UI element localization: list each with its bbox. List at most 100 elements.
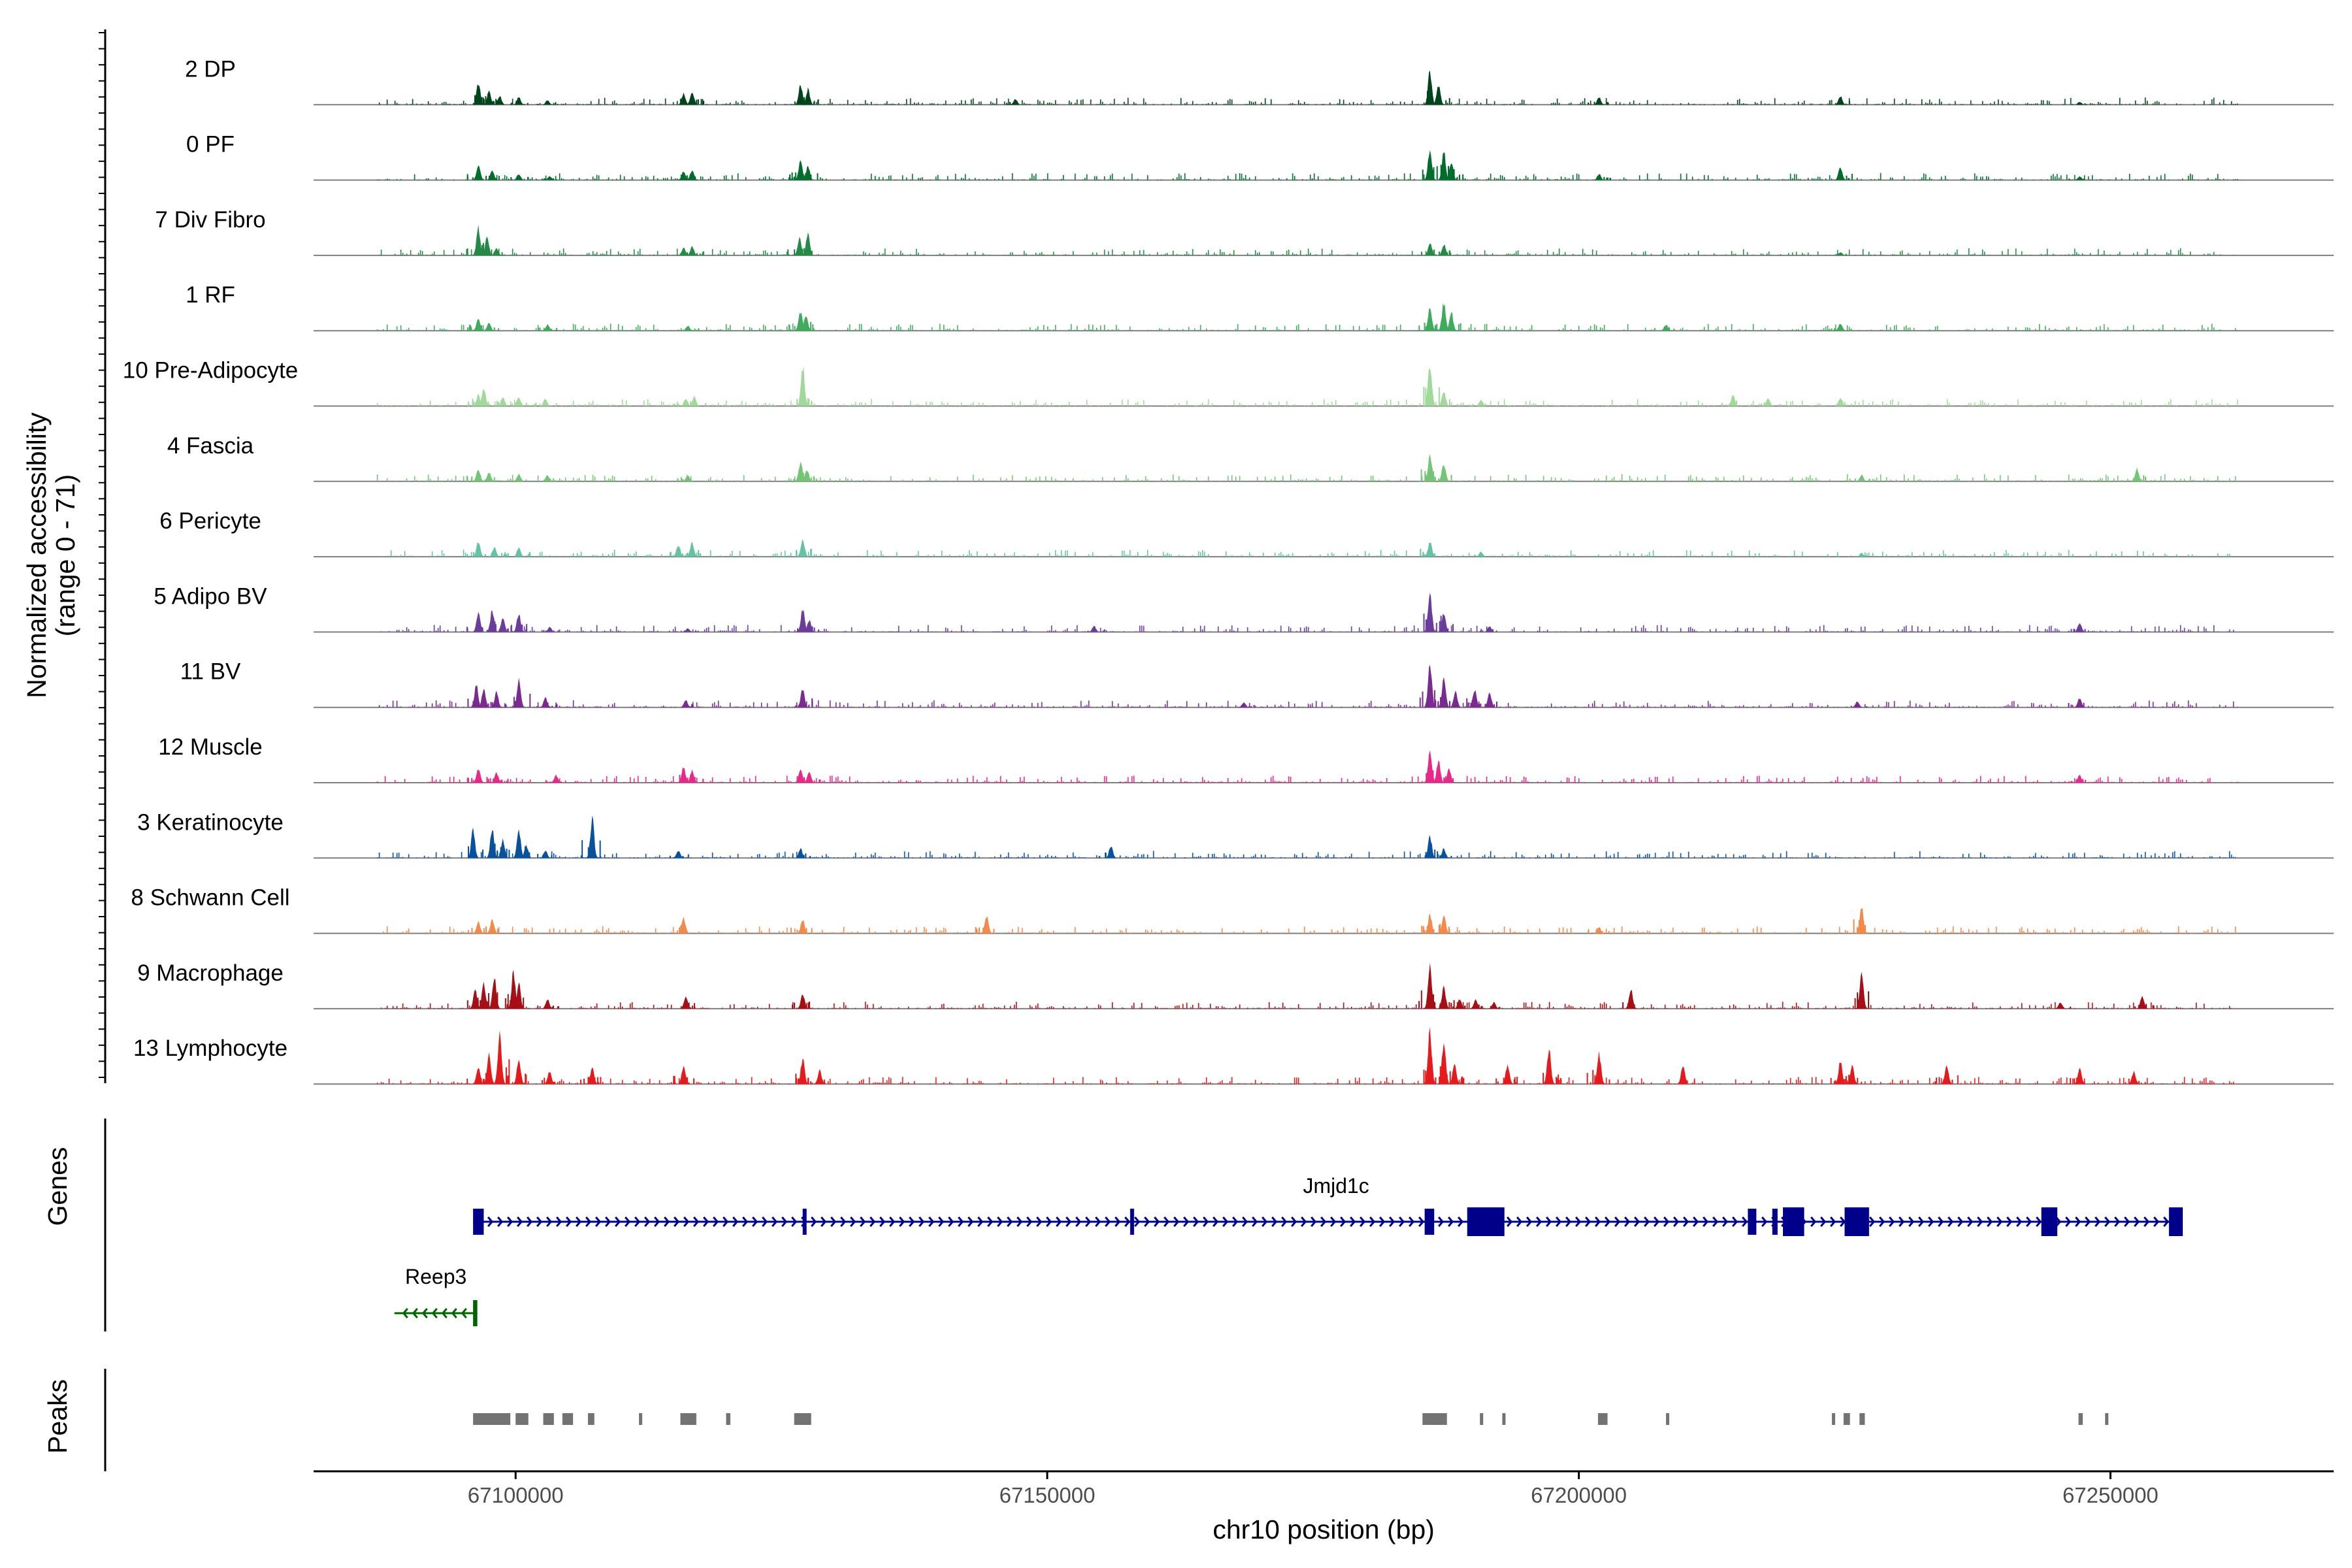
signal-peak	[679, 92, 704, 105]
peak-shape	[802, 165, 814, 180]
gene-reep3: Reep3	[394, 1265, 478, 1326]
track-label: 2 DP	[185, 56, 236, 82]
signal-peak	[581, 815, 601, 858]
gene-jmjd1c: Jmjd1c	[473, 1174, 2183, 1236]
peak-region	[1666, 1413, 1669, 1425]
accessibility-axis	[99, 29, 106, 1083]
peak-shape	[488, 547, 500, 557]
track-6-pericyte: 6 Pericyte	[159, 508, 2334, 558]
peak-shape	[2128, 1070, 2140, 1085]
signal-peak	[2071, 102, 2086, 105]
track-10-pre-adipocyte: 10 Pre-Adipocyte	[123, 358, 2334, 407]
x-tick-label: 67150000	[999, 1483, 1095, 1507]
x-tick-label: 67250000	[2063, 1483, 2159, 1507]
peak-shape	[679, 700, 692, 708]
signal-peak	[1828, 323, 1852, 331]
peak-shape	[2074, 1068, 2086, 1085]
peak-shape	[486, 170, 498, 180]
signal-peak	[1829, 96, 1850, 105]
track-label: 6 Pericyte	[159, 508, 261, 534]
exon	[1783, 1207, 1805, 1236]
peak-shape	[1593, 1051, 1605, 1085]
signal-peak	[669, 851, 689, 858]
signal-peak	[472, 84, 489, 105]
peak-shape	[497, 397, 509, 406]
signal-peak	[507, 547, 531, 557]
track-noise	[376, 323, 2238, 331]
peak-region	[473, 1413, 511, 1425]
peak-shape	[681, 476, 694, 482]
peak-shape	[981, 916, 993, 934]
signal-peak	[487, 1030, 510, 1085]
peak-shape	[544, 1071, 556, 1085]
peak-shape	[672, 546, 685, 557]
track-noise	[376, 474, 2236, 482]
peak-region	[515, 1413, 529, 1425]
peak-shape	[539, 851, 551, 858]
peak-shape	[1469, 999, 1482, 1009]
signal-peak	[2071, 774, 2086, 783]
signal-peak	[466, 542, 486, 557]
peak-shape	[2131, 467, 2143, 482]
peak-shape	[796, 920, 809, 934]
signal-peak	[513, 615, 528, 632]
signal-peak	[467, 921, 485, 934]
signal-peak	[1834, 167, 1853, 180]
track-label: 4 Fascia	[167, 433, 254, 459]
peak-region	[543, 1413, 554, 1425]
peak-shape	[1424, 664, 1436, 708]
track-13-lymphocyte: 13 Lymphocyte	[133, 1026, 2334, 1085]
signal-peak	[1622, 990, 1637, 1009]
peak-shape	[678, 247, 690, 255]
track-label: 3 Keratinocyte	[137, 809, 284, 835]
signal-peak	[472, 389, 490, 406]
signal-peak	[1437, 768, 1456, 783]
strand-arrows	[402, 1308, 467, 1318]
exon	[2168, 1207, 2183, 1236]
signal-peak	[510, 97, 529, 105]
peak-shape	[470, 685, 482, 708]
signal-peak	[679, 700, 694, 708]
peak-shape	[483, 323, 495, 331]
peak-region	[562, 1413, 574, 1425]
signal-peak	[1846, 701, 1867, 708]
signal-peak	[790, 920, 813, 934]
signal-peak	[536, 100, 557, 105]
signal-peak	[1437, 848, 1452, 858]
signal-peak	[791, 994, 810, 1009]
signal-peak	[1830, 1062, 1846, 1085]
peak-shape	[550, 774, 563, 783]
track-noise	[376, 1077, 2234, 1085]
signal-peak	[679, 996, 695, 1009]
signal-peak	[797, 620, 819, 632]
peak-shape	[1424, 542, 1436, 557]
peak-shape	[678, 917, 690, 934]
signal-peak	[487, 772, 509, 783]
track-8-schwann-cell: 8 Schwann Cell	[131, 885, 2334, 934]
signal-peak	[678, 325, 700, 331]
peak-shape	[1483, 627, 1495, 632]
peak-shape	[1437, 392, 1450, 406]
peak-shape	[1488, 1002, 1500, 1009]
peak-shape	[513, 678, 525, 708]
signal-peak	[483, 919, 498, 934]
track-label: 8 Schwann Cell	[131, 885, 289, 911]
signal-peak	[1935, 1065, 1959, 1085]
track-noise	[376, 776, 2238, 783]
peak-shape	[544, 627, 556, 632]
gene-annotation-panel: Jmjd1c Reep3	[104, 1119, 2183, 1331]
signal-peak	[1654, 325, 1676, 331]
signal-peak	[1441, 163, 1464, 180]
signal-peak	[477, 323, 500, 331]
peak-shape	[1855, 972, 1868, 1009]
track-label: 12 Muscle	[158, 734, 263, 760]
peak-shape	[513, 1059, 525, 1085]
peak-shape	[1443, 768, 1456, 783]
peak-shape	[1437, 915, 1450, 934]
peak-shape	[1432, 760, 1445, 783]
track-0-pf: 0 PF	[186, 132, 2334, 181]
signal-peak	[466, 225, 485, 255]
peaks-panel-label: Peaks	[42, 1379, 73, 1454]
peak-shape	[1834, 1062, 1846, 1085]
peak-shape	[802, 232, 814, 255]
